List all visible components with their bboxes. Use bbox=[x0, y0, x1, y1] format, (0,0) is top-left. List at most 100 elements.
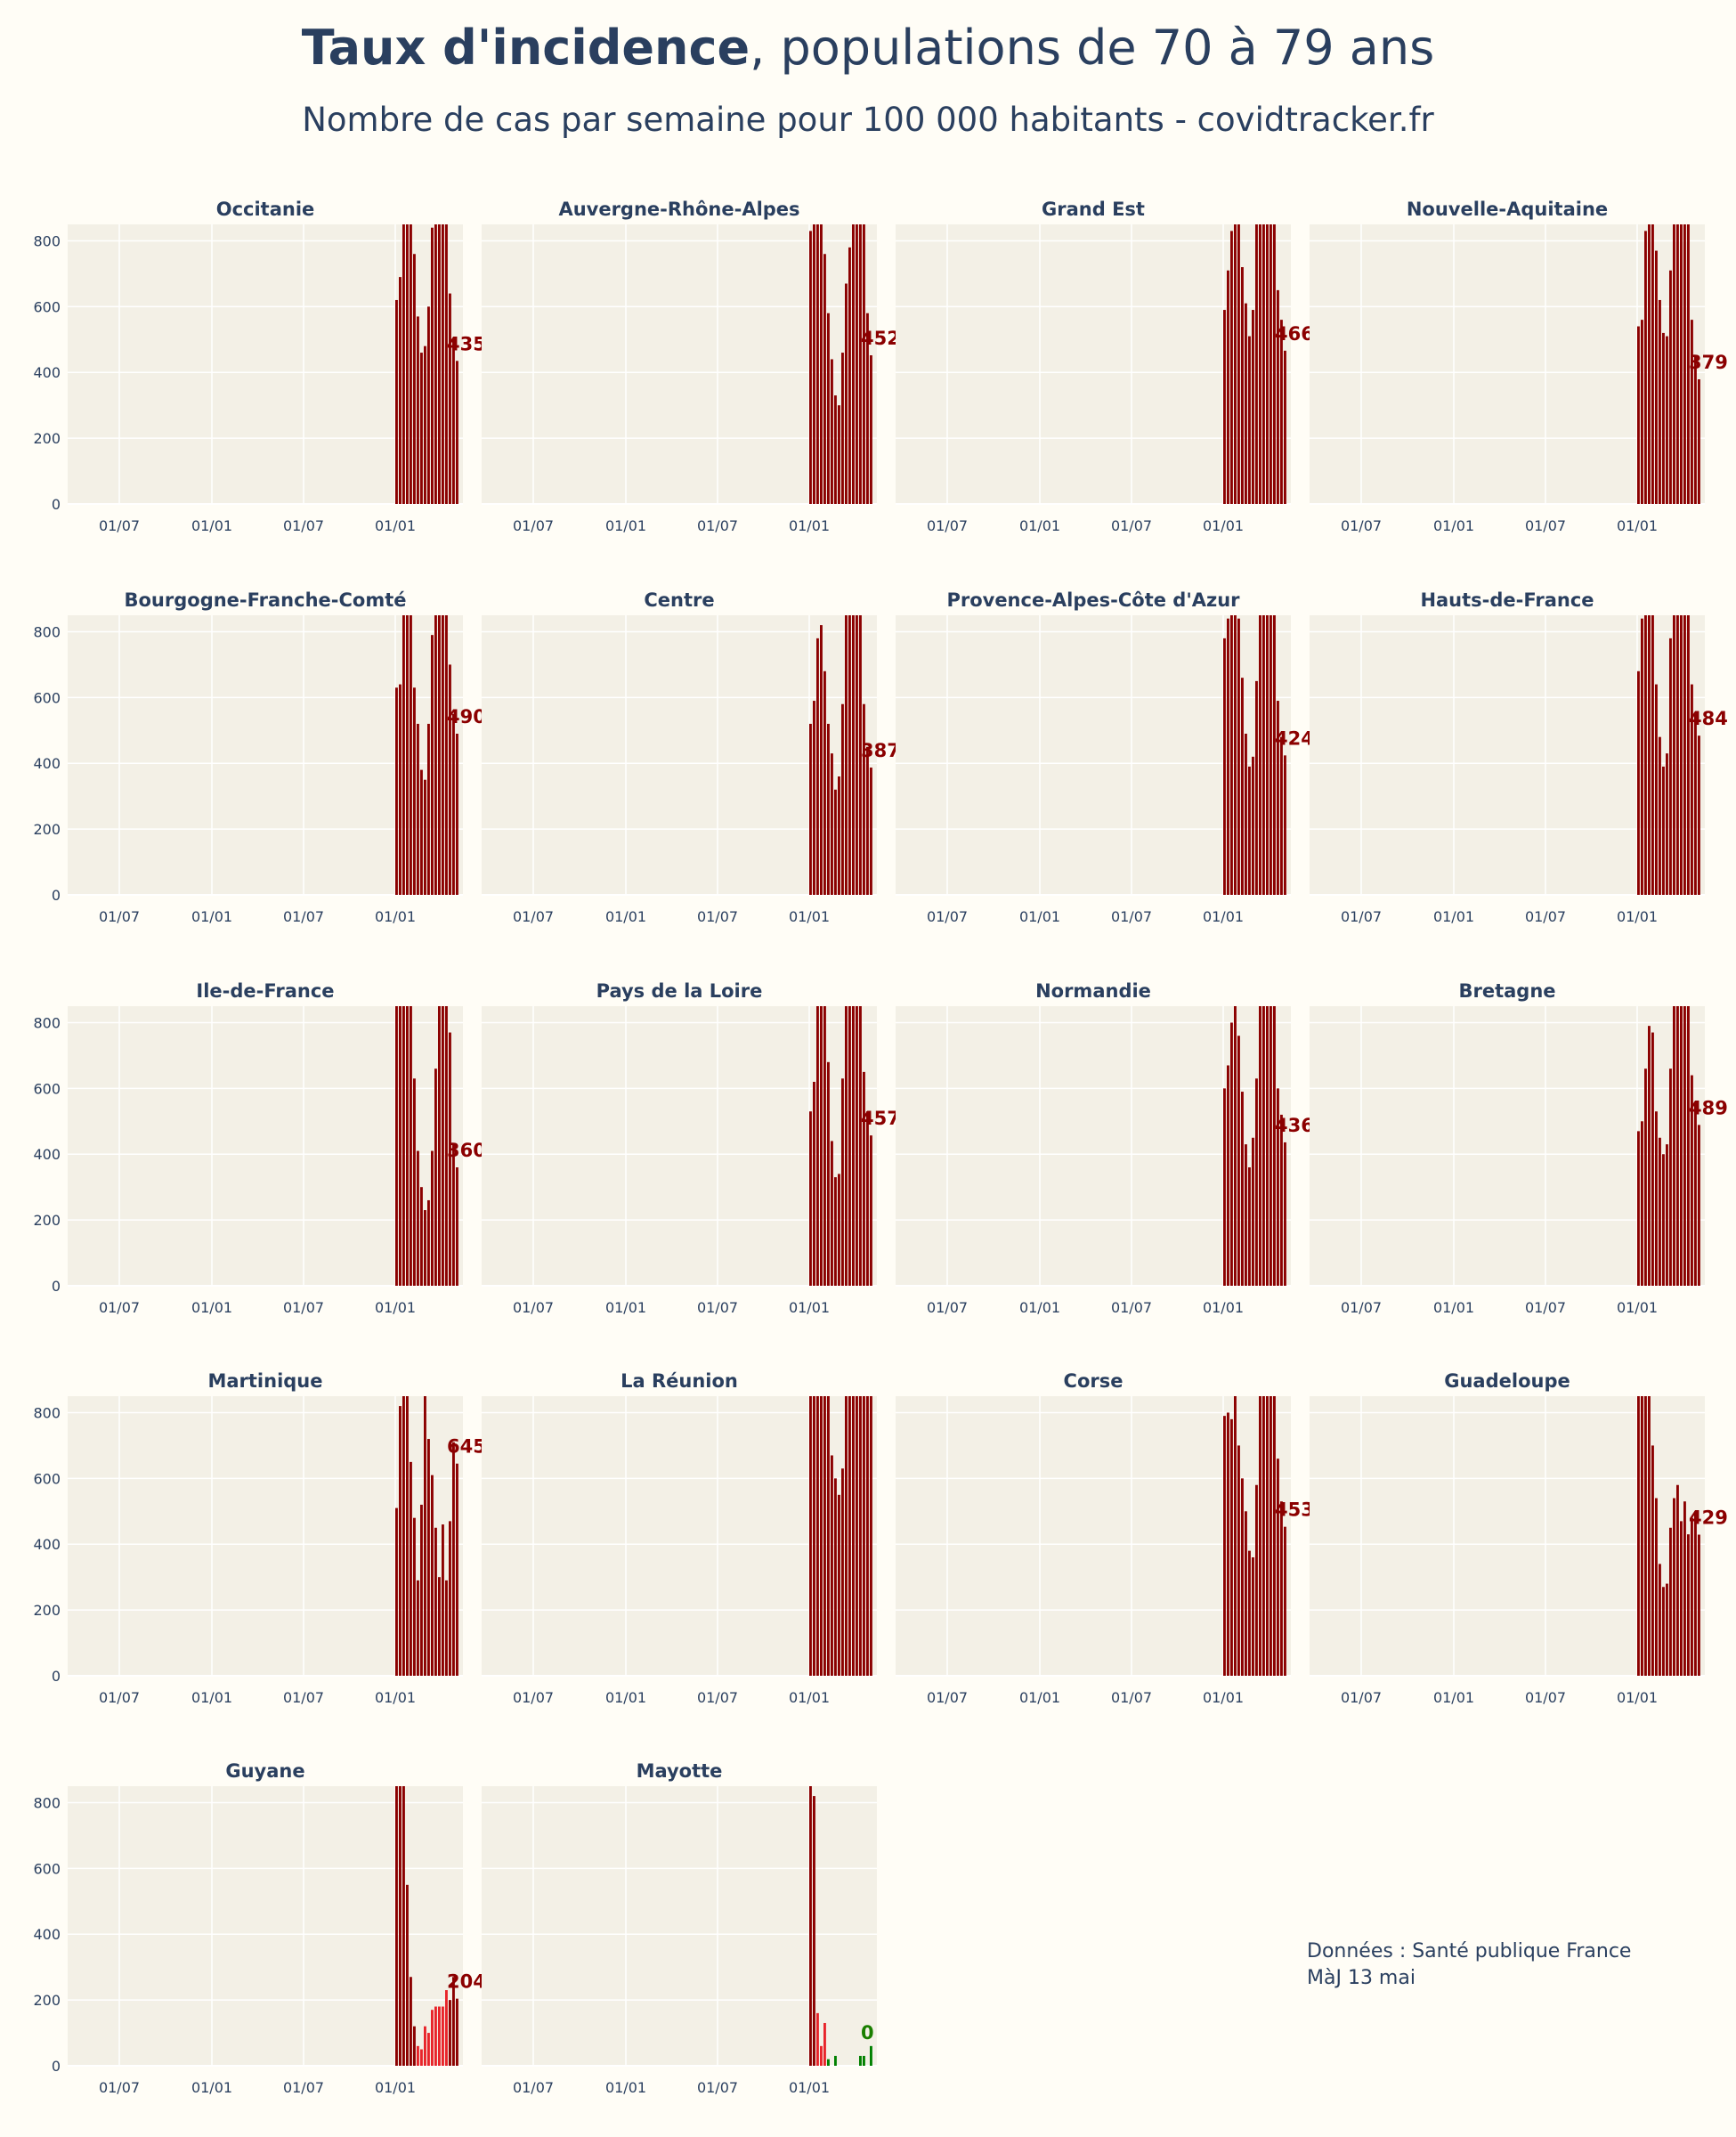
bar bbox=[1262, 615, 1265, 895]
bar bbox=[820, 1396, 823, 1676]
x-tick-label: 01/07 bbox=[283, 1299, 324, 1316]
x-tick-label: 01/01 bbox=[375, 2079, 416, 2096]
x-tick-label: 01/01 bbox=[191, 517, 232, 534]
panel-2: 01/07 01/01 01/07 01/01 452 Auvergne-Rhône-Al… bbox=[482, 199, 900, 534]
panel-title: Guyane bbox=[225, 1760, 304, 1782]
panel-8: 01/07 01/01 01/07 01/01 484 Hauts-de-France bbox=[1310, 589, 1728, 925]
bar bbox=[420, 2049, 423, 2066]
bar bbox=[1655, 250, 1658, 504]
bar bbox=[417, 723, 419, 895]
bar bbox=[1248, 1167, 1251, 1286]
bar bbox=[449, 2000, 451, 2066]
bar bbox=[424, 1396, 426, 1676]
bar bbox=[809, 1111, 812, 1286]
y-tick-label: 200 bbox=[33, 1992, 61, 2009]
bar bbox=[831, 753, 833, 895]
bar bbox=[845, 283, 848, 504]
bar bbox=[1223, 1416, 1226, 1676]
bar bbox=[1659, 1564, 1661, 1676]
bar bbox=[442, 615, 444, 895]
x-tick-label: 01/01 bbox=[789, 1299, 830, 1316]
panel-title: Auvergne-Rhône-Alpes bbox=[558, 199, 799, 220]
bar bbox=[1662, 332, 1665, 504]
bar bbox=[1227, 270, 1229, 504]
bar bbox=[813, 224, 815, 504]
bar bbox=[859, 1006, 862, 1286]
bar bbox=[870, 2045, 872, 2066]
bar bbox=[845, 1396, 848, 1676]
x-tick-label: 01/01 bbox=[1019, 1299, 1060, 1316]
bar bbox=[427, 2033, 430, 2066]
x-tick-label: 01/01 bbox=[605, 908, 646, 925]
last-value-label: 0 bbox=[861, 2022, 874, 2044]
bar bbox=[1691, 1517, 1693, 1676]
bar bbox=[866, 1111, 869, 1286]
bar bbox=[410, 1461, 412, 1676]
bar bbox=[442, 1524, 444, 1676]
bar bbox=[449, 293, 451, 504]
bar bbox=[1637, 1396, 1640, 1676]
bar bbox=[1673, 1498, 1675, 1676]
bar bbox=[410, 1006, 412, 1286]
x-tick-label: 01/01 bbox=[1617, 1299, 1658, 1316]
bar bbox=[1680, 1006, 1683, 1286]
bar bbox=[456, 1167, 458, 1286]
bar bbox=[859, 615, 862, 895]
x-tick-label: 01/07 bbox=[697, 2079, 738, 2096]
bar bbox=[406, 1006, 409, 1286]
bar bbox=[1687, 224, 1690, 504]
bar bbox=[1284, 755, 1286, 895]
bar bbox=[1262, 1396, 1265, 1676]
panel-18: 01/07 01/01 01/07 01/01 0 Mayotte bbox=[482, 1760, 877, 2096]
panel-title: Corse bbox=[1064, 1370, 1124, 1392]
bar bbox=[1252, 756, 1254, 895]
bar bbox=[1270, 224, 1272, 504]
bar bbox=[452, 339, 455, 504]
y-tick-label: 400 bbox=[33, 1146, 61, 1163]
x-tick-label: 01/07 bbox=[1341, 517, 1382, 534]
x-tick-label: 01/07 bbox=[99, 517, 140, 534]
bar bbox=[427, 723, 430, 895]
bar bbox=[1280, 1501, 1283, 1676]
bar bbox=[838, 405, 840, 504]
bar bbox=[1234, 1396, 1237, 1676]
bar bbox=[1245, 1144, 1247, 1286]
bar bbox=[413, 1078, 416, 1286]
panel-9: 0 200 400 600 800 01/07 01/01 01/07 01/01 360 Ile-… bbox=[33, 980, 485, 1316]
bar bbox=[1227, 1412, 1229, 1676]
x-tick-label: 01/07 bbox=[1111, 1299, 1152, 1316]
x-tick-label: 01/07 bbox=[927, 908, 968, 925]
x-tick-label: 01/01 bbox=[1203, 1299, 1244, 1316]
bar bbox=[823, 254, 826, 504]
bar bbox=[427, 1439, 430, 1676]
bar bbox=[834, 1177, 837, 1286]
bar bbox=[1277, 1088, 1279, 1286]
bar bbox=[1230, 1022, 1233, 1286]
bar bbox=[1659, 736, 1661, 895]
bar bbox=[445, 224, 448, 504]
bar bbox=[1676, 615, 1679, 895]
y-tick-label: 800 bbox=[33, 232, 61, 249]
bar bbox=[413, 2026, 416, 2066]
bar bbox=[1648, 224, 1651, 504]
panel-title: Nouvelle-Aquitaine bbox=[1407, 199, 1608, 220]
chart-title-rest: , populations de 70 à 79 ans bbox=[750, 20, 1435, 76]
bar bbox=[1284, 1526, 1286, 1676]
bar bbox=[809, 231, 812, 504]
y-tick-label: 800 bbox=[33, 1404, 61, 1421]
x-tick-label: 01/07 bbox=[1525, 1689, 1566, 1706]
bar bbox=[438, 2006, 441, 2066]
x-tick-label: 01/07 bbox=[99, 1689, 140, 1706]
panel-title: Bretagne bbox=[1458, 980, 1555, 1002]
bar bbox=[395, 1786, 398, 2066]
bar bbox=[1694, 1511, 1697, 1676]
bar bbox=[1237, 224, 1240, 504]
bar bbox=[809, 1396, 812, 1676]
bar bbox=[413, 254, 416, 504]
bar bbox=[417, 1580, 419, 1676]
bar bbox=[1273, 1396, 1276, 1676]
bar bbox=[1683, 224, 1686, 504]
bar bbox=[841, 1468, 844, 1676]
bar bbox=[1277, 289, 1279, 504]
